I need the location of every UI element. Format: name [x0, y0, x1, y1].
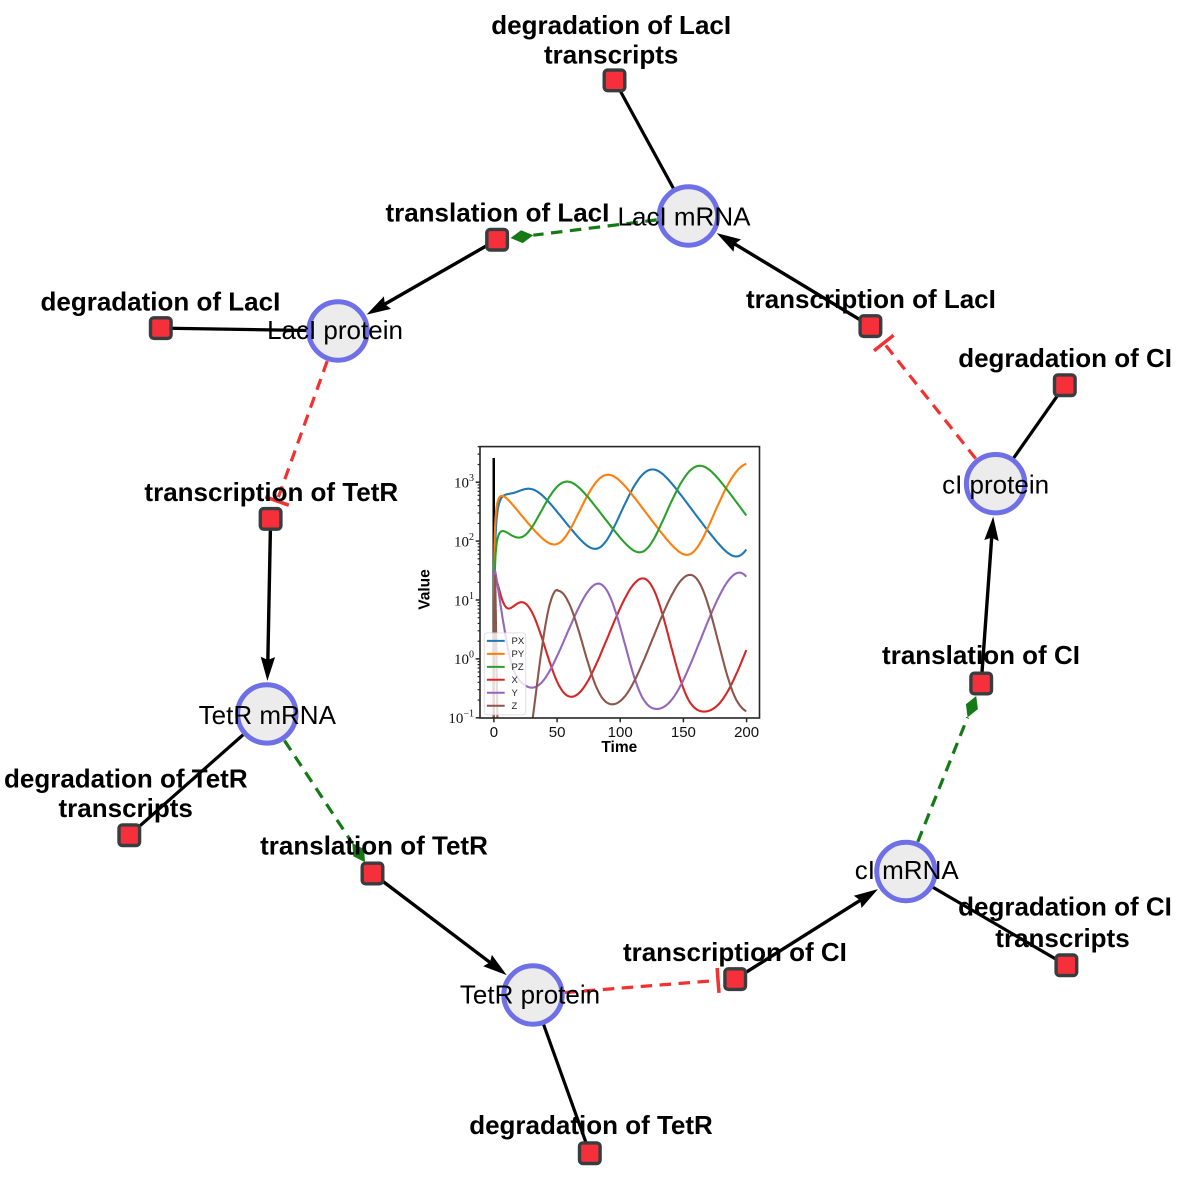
svg-text:degradation of CI: degradation of CI [958, 343, 1172, 373]
svg-text:transcription of TetR: transcription of TetR [144, 477, 398, 507]
svg-text:Y: Y [512, 688, 519, 699]
svg-text:Z: Z [512, 701, 518, 712]
svg-text:Value: Value [417, 569, 434, 610]
svg-text:TetR mRNA: TetR mRNA [199, 700, 337, 730]
svg-text:translation of LacI: translation of LacI [385, 198, 609, 228]
svg-text:degradation of LacI: degradation of LacI [491, 10, 731, 40]
svg-text:PZ: PZ [512, 662, 524, 673]
svg-text:TetR protein: TetR protein [460, 980, 600, 1010]
svg-text:transcripts: transcripts [995, 923, 1129, 953]
svg-text:PY: PY [512, 649, 525, 660]
svg-text:LacI mRNA: LacI mRNA [618, 201, 752, 231]
svg-text:cI protein: cI protein [942, 470, 1049, 500]
svg-text:transcripts: transcripts [544, 39, 678, 69]
svg-text:translation of CI: translation of CI [882, 640, 1080, 670]
svg-text:transcription of LacI: transcription of LacI [746, 284, 996, 314]
svg-text:degradation of TetR: degradation of TetR [4, 764, 248, 794]
svg-text:degradation of TetR: degradation of TetR [469, 1110, 713, 1140]
svg-text:100: 100 [608, 724, 633, 741]
svg-text:transcription of CI: transcription of CI [623, 937, 847, 967]
svg-text:degradation of CI: degradation of CI [958, 892, 1172, 922]
svg-text:Time: Time [601, 739, 637, 756]
svg-text:cI mRNA: cI mRNA [855, 855, 960, 885]
svg-text:X: X [512, 675, 519, 686]
svg-text:200: 200 [734, 724, 759, 741]
svg-text:50: 50 [549, 724, 566, 741]
svg-text:150: 150 [671, 724, 696, 741]
svg-text:degradation of LacI: degradation of LacI [40, 286, 280, 316]
svg-text:LacI protein: LacI protein [267, 315, 403, 345]
svg-text:translation of TetR: translation of TetR [260, 831, 488, 861]
svg-text:PX: PX [512, 636, 525, 647]
svg-text:0: 0 [490, 724, 498, 741]
svg-text:transcripts: transcripts [59, 793, 193, 823]
